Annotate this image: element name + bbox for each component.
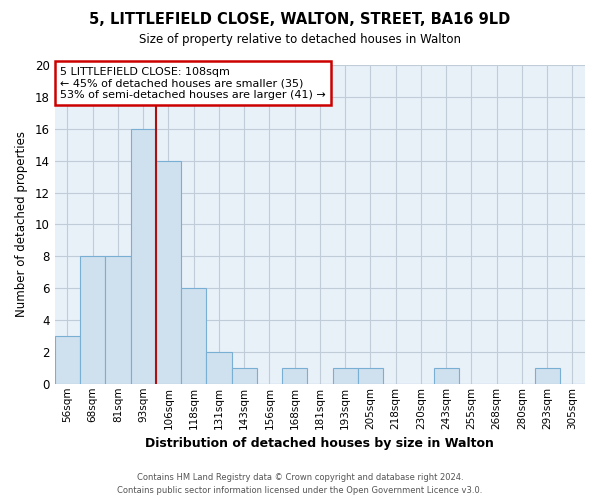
Text: Contains HM Land Registry data © Crown copyright and database right 2024.
Contai: Contains HM Land Registry data © Crown c…: [118, 473, 482, 495]
X-axis label: Distribution of detached houses by size in Walton: Distribution of detached houses by size …: [145, 437, 494, 450]
Bar: [55, 336, 80, 384]
Bar: [156, 160, 181, 384]
Bar: [131, 129, 156, 384]
Bar: [332, 368, 358, 384]
Bar: [181, 288, 206, 384]
Bar: [106, 256, 131, 384]
Bar: [434, 368, 459, 384]
Bar: [358, 368, 383, 384]
Bar: [80, 256, 106, 384]
Text: 5 LITTLEFIELD CLOSE: 108sqm
← 45% of detached houses are smaller (35)
53% of sem: 5 LITTLEFIELD CLOSE: 108sqm ← 45% of det…: [60, 66, 326, 100]
Text: Size of property relative to detached houses in Walton: Size of property relative to detached ho…: [139, 32, 461, 46]
Text: 5, LITTLEFIELD CLOSE, WALTON, STREET, BA16 9LD: 5, LITTLEFIELD CLOSE, WALTON, STREET, BA…: [89, 12, 511, 28]
Y-axis label: Number of detached properties: Number of detached properties: [15, 132, 28, 318]
Bar: [282, 368, 307, 384]
Bar: [206, 352, 232, 384]
Bar: [535, 368, 560, 384]
Bar: [232, 368, 257, 384]
